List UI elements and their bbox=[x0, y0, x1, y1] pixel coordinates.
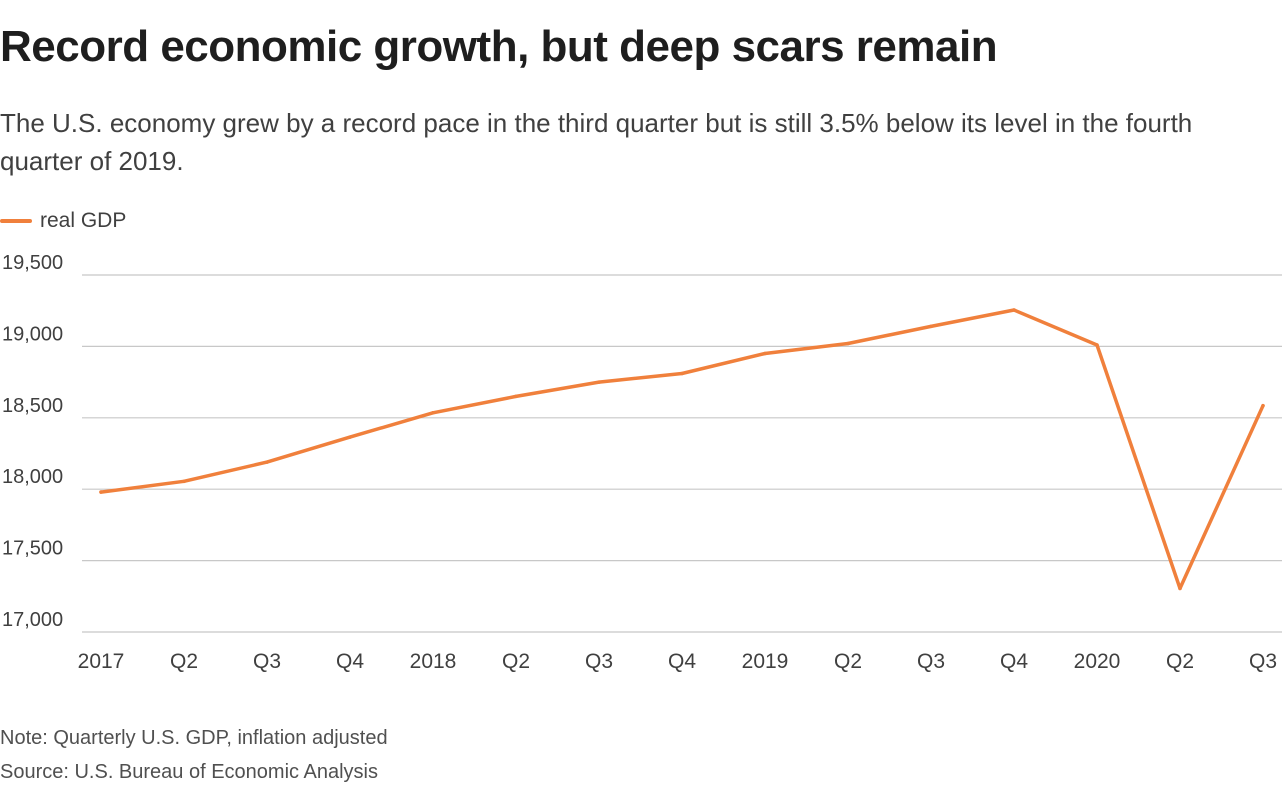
data-point bbox=[348, 435, 352, 439]
x-tick-label: Q3 bbox=[253, 650, 281, 673]
y-tick-label: 18,000 bbox=[2, 466, 63, 488]
x-tick-label: Q2 bbox=[834, 650, 862, 673]
legend-swatch-real-gdp bbox=[0, 219, 32, 223]
y-tick-label: 19,500 bbox=[2, 252, 63, 274]
x-tick-label: Q3 bbox=[917, 650, 945, 673]
y-tick-label: 19,000 bbox=[2, 323, 63, 345]
data-point bbox=[846, 341, 850, 346]
x-tick-label: Q2 bbox=[502, 650, 530, 673]
chart-note: Note: Quarterly U.S. GDP, inflation adju… bbox=[0, 727, 388, 749]
x-tick-label: Q2 bbox=[1166, 650, 1194, 673]
data-point bbox=[1178, 586, 1182, 591]
data-point bbox=[680, 371, 684, 376]
series-layer bbox=[99, 308, 1265, 591]
x-tick-label: Q3 bbox=[1249, 650, 1277, 673]
data-point bbox=[1261, 403, 1265, 408]
data-point bbox=[182, 479, 186, 484]
data-point bbox=[265, 460, 269, 464]
series-line-real-gdp bbox=[99, 308, 1265, 591]
line-chart: 17,000 17,500 18,000 18,500 19,000 19,500 201… bbox=[2, 252, 1282, 673]
x-tick-label: 2020 bbox=[1074, 650, 1121, 673]
y-axis-ticks: 17,000 17,500 18,000 18,500 19,000 19,500 bbox=[2, 252, 63, 631]
x-tick-label: Q4 bbox=[1000, 650, 1028, 673]
x-tick-label: 2018 bbox=[410, 650, 457, 673]
chart-source: Source: U.S. Bureau of Economic Analysis bbox=[0, 761, 378, 783]
gridlines bbox=[82, 274, 1282, 633]
x-axis-ticks: 2017 Q2 Q3 Q4 2018 Q2 Q3 Q4 2019 Q2 Q3 Q4 2020 Q2 Q3 bbox=[78, 650, 1277, 673]
data-point bbox=[929, 324, 933, 329]
data-point bbox=[1012, 308, 1016, 312]
x-tick-label: Q4 bbox=[336, 650, 364, 673]
x-tick-label: 2019 bbox=[742, 650, 789, 673]
y-tick-label: 17,500 bbox=[2, 538, 63, 560]
data-point bbox=[763, 351, 767, 356]
data-point bbox=[1095, 343, 1099, 347]
legend: real GDP bbox=[0, 206, 126, 236]
chart-subtitle: The U.S. economy grew by a record pace i… bbox=[0, 108, 1193, 176]
y-tick-label: 18,500 bbox=[2, 395, 63, 417]
x-tick-label: Q2 bbox=[170, 650, 198, 673]
y-tick-label: 17,000 bbox=[2, 609, 63, 631]
data-point bbox=[597, 380, 601, 384]
chart-title: Record economic growth, but deep scars r… bbox=[0, 22, 998, 71]
data-point bbox=[431, 411, 435, 415]
data-point bbox=[514, 394, 518, 399]
legend-label-real-gdp: real GDP bbox=[40, 209, 127, 232]
x-tick-label: Q4 bbox=[668, 650, 696, 673]
x-tick-label: 2017 bbox=[78, 650, 125, 673]
x-tick-label: Q3 bbox=[585, 650, 613, 673]
data-point bbox=[99, 490, 103, 494]
